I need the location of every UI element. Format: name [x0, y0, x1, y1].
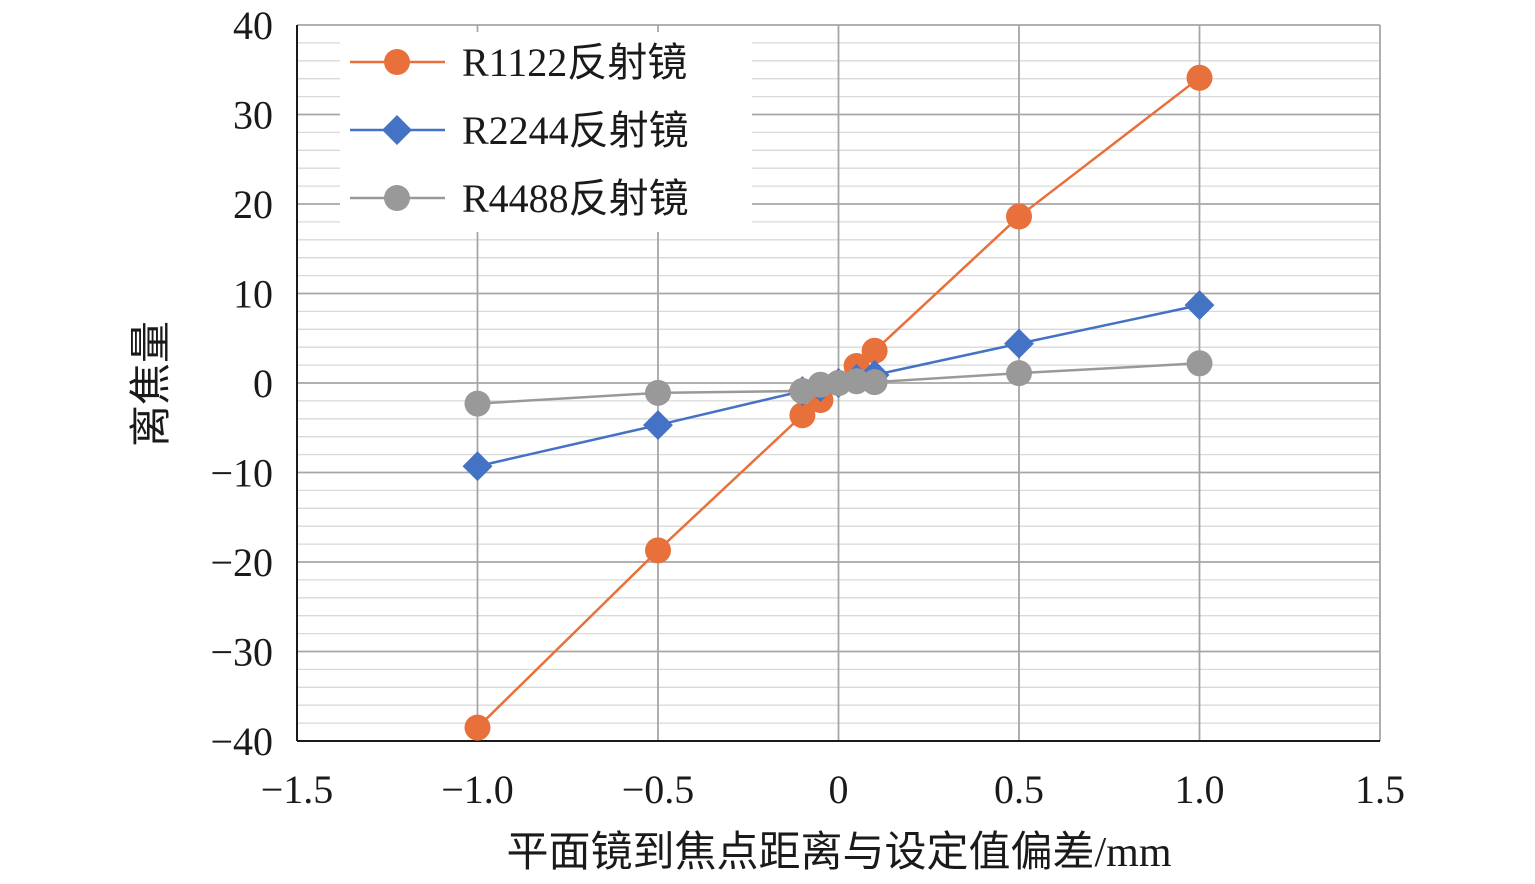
data-point [1006, 360, 1032, 387]
x-tick-label: 1.0 [1175, 767, 1225, 812]
legend-label: R2244反射镜 [462, 108, 689, 153]
y-tick-label: 0 [253, 361, 273, 406]
x-tick-label: −1.5 [261, 767, 334, 812]
series-layer [462, 64, 1215, 741]
data-point [384, 49, 410, 75]
data-point [645, 379, 671, 406]
axes [296, 25, 1380, 742]
y-tick-label: 10 [233, 272, 273, 317]
data-point [1184, 290, 1215, 321]
x-tick-label: 0 [829, 767, 849, 812]
x-tick-label: 0.5 [994, 767, 1044, 812]
data-point [1004, 328, 1034, 359]
data-point [1186, 350, 1213, 377]
data-point [464, 390, 491, 417]
legend-label: R1122反射镜 [462, 40, 687, 85]
x-tick-label: −1.0 [441, 767, 514, 812]
y-tick-label: 40 [233, 3, 273, 48]
y-tick-label: −30 [210, 630, 273, 675]
legend: R1122反射镜 R2244反射镜 R4488反射镜 [340, 32, 752, 232]
y-tick-label: −40 [210, 719, 273, 764]
data-point [645, 537, 671, 564]
legend-entry: R2244反射镜 [350, 108, 689, 153]
x-tick-label: −0.5 [622, 767, 695, 812]
data-point [861, 337, 888, 364]
data-point [382, 115, 412, 145]
legend-entry: R1122反射镜 [350, 40, 687, 85]
data-point [464, 714, 491, 741]
legend-label: R4488反射镜 [462, 176, 689, 221]
y-tick-label: −20 [210, 540, 273, 585]
y-axis-title: 离焦量 [128, 321, 175, 447]
data-point [1006, 203, 1032, 230]
data-point [462, 451, 493, 482]
x-tick-label: 1.5 [1355, 767, 1405, 812]
y-tick-label: −10 [210, 451, 273, 496]
legend-entry: R4488反射镜 [350, 176, 689, 221]
data-point [384, 185, 410, 211]
data-point [1186, 64, 1213, 91]
y-tick-label: 20 [233, 182, 273, 227]
tick-labels: −1.5 −1.0 −0.5 0 0.5 1.0 1.5 40 30 20 10 0 −10 −20 −30… [210, 3, 1405, 812]
data-point [789, 402, 816, 429]
series-3 [464, 350, 1213, 417]
data-point [643, 410, 673, 441]
data-point [861, 369, 888, 396]
x-axis-title: 平面镜到焦点距离与设定值偏差/mm [506, 829, 1171, 876]
y-tick-label: 30 [233, 93, 273, 138]
